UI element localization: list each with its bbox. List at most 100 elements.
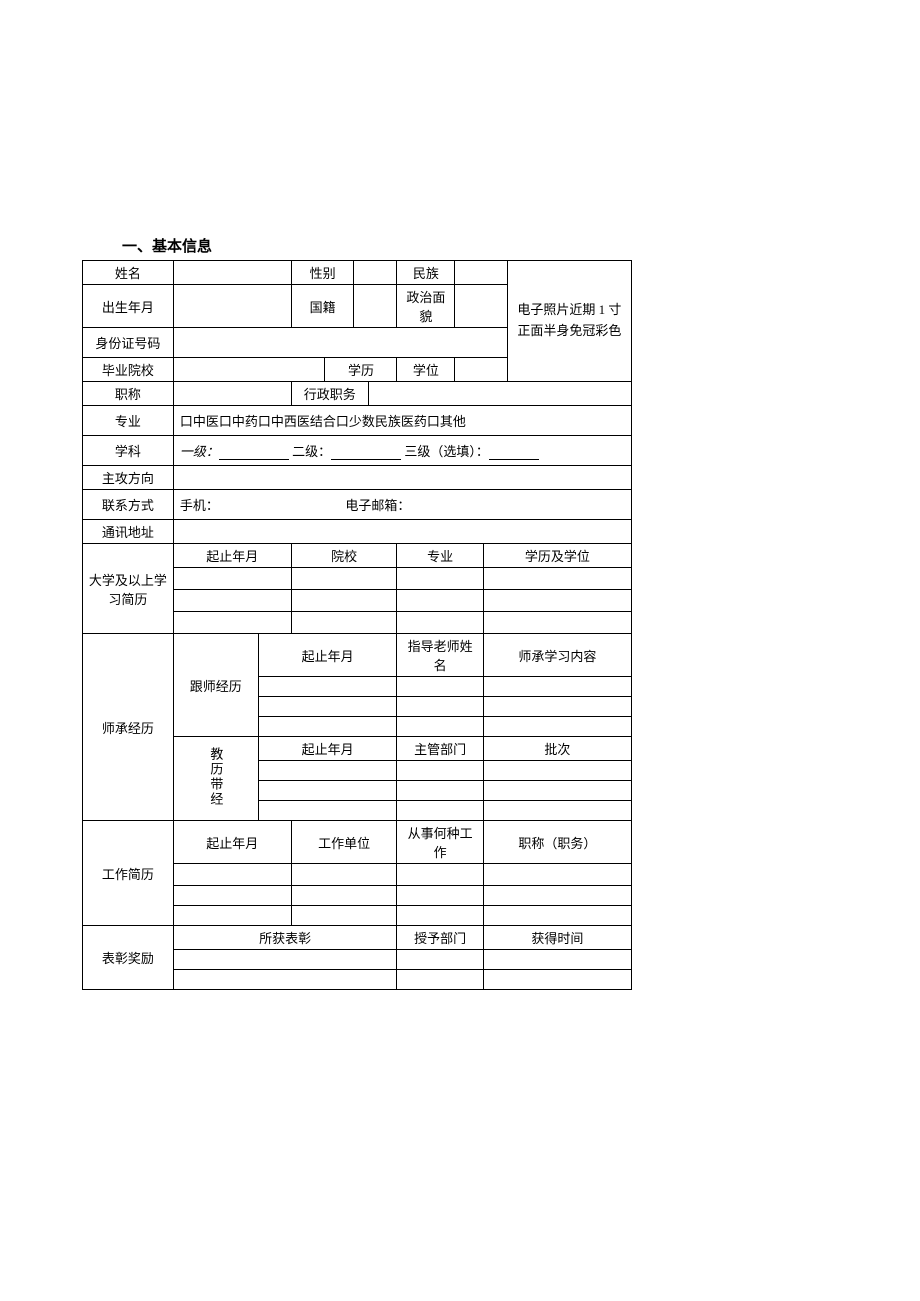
table-cell[interactable] xyxy=(397,950,483,970)
label-ethnicity: 民族 xyxy=(397,261,455,285)
work-header-period: 起止年月 xyxy=(173,821,291,864)
table-cell[interactable] xyxy=(173,568,291,590)
section-title: 一、基本信息 xyxy=(122,235,632,256)
field-degree[interactable] xyxy=(455,358,507,382)
table-cell[interactable] xyxy=(291,568,397,590)
table-cell[interactable] xyxy=(483,970,631,990)
field-political[interactable] xyxy=(455,285,507,328)
table-cell[interactable] xyxy=(258,801,397,821)
label-degree: 学位 xyxy=(397,358,455,382)
table-cell[interactable] xyxy=(173,950,397,970)
table-cell[interactable] xyxy=(483,697,631,717)
table-cell[interactable] xyxy=(258,781,397,801)
table-cell[interactable] xyxy=(397,697,483,717)
work-header-job: 从事何种工作 xyxy=(397,821,483,864)
table-cell[interactable] xyxy=(397,612,483,634)
subject-level1-label: 一级： xyxy=(180,444,219,459)
table-cell[interactable] xyxy=(173,590,291,612)
table-cell[interactable] xyxy=(258,677,397,697)
table-cell[interactable] xyxy=(483,864,631,886)
table-cell[interactable] xyxy=(258,717,397,737)
table-cell[interactable] xyxy=(173,864,291,886)
table-cell[interactable] xyxy=(397,717,483,737)
label-work-history: 工作简历 xyxy=(83,821,174,926)
table-cell[interactable] xyxy=(483,717,631,737)
table-cell[interactable] xyxy=(483,950,631,970)
field-ethnicity[interactable] xyxy=(455,261,507,285)
label-focus: 主攻方向 xyxy=(83,466,174,490)
table-cell[interactable] xyxy=(173,886,291,906)
field-subject[interactable]: 一级： 二级： 三级（选填）： xyxy=(173,436,631,466)
table-cell[interactable] xyxy=(483,886,631,906)
label-education: 学历 xyxy=(325,358,397,382)
mentor-header-period: 起止年月 xyxy=(258,634,397,677)
label-name: 姓名 xyxy=(83,261,174,285)
table-cell[interactable] xyxy=(397,970,483,990)
mentor-header-content: 师承学习内容 xyxy=(483,634,631,677)
edu-header-major: 专业 xyxy=(397,544,483,568)
label-id-number: 身份证号码 xyxy=(83,328,174,358)
field-address[interactable] xyxy=(173,520,631,544)
table-cell[interactable] xyxy=(397,886,483,906)
table-cell[interactable] xyxy=(291,590,397,612)
field-title[interactable] xyxy=(173,382,291,406)
table-cell[interactable] xyxy=(483,801,631,821)
table-cell[interactable] xyxy=(291,612,397,634)
photo-placeholder[interactable]: 电子照片近期 1 寸正面半身免冠彩色 xyxy=(507,261,631,382)
label-admin-post: 行政职务 xyxy=(291,382,368,406)
table-cell[interactable] xyxy=(483,761,631,781)
label-teach-history: 教历带经 xyxy=(173,737,258,821)
table-cell[interactable] xyxy=(397,864,483,886)
field-focus[interactable] xyxy=(173,466,631,490)
label-address: 通讯地址 xyxy=(83,520,174,544)
table-cell[interactable] xyxy=(258,761,397,781)
table-cell[interactable] xyxy=(397,801,483,821)
label-contact: 联系方式 xyxy=(83,490,174,520)
field-nationality[interactable] xyxy=(354,285,397,328)
field-id-number[interactable] xyxy=(173,328,507,358)
field-admin-post[interactable] xyxy=(368,382,631,406)
edu-header-degree: 学历及学位 xyxy=(483,544,631,568)
table-cell[interactable] xyxy=(258,697,397,717)
award-header-award: 所获表彰 xyxy=(173,926,397,950)
field-name[interactable] xyxy=(173,261,291,285)
field-grad-school[interactable] xyxy=(173,358,325,382)
field-birth[interactable] xyxy=(173,285,291,328)
subject-level2-input[interactable] xyxy=(331,446,401,460)
table-cell[interactable] xyxy=(291,886,397,906)
table-cell[interactable] xyxy=(397,906,483,926)
field-gender[interactable] xyxy=(354,261,397,285)
table-cell[interactable] xyxy=(173,612,291,634)
table-cell[interactable] xyxy=(397,781,483,801)
table-cell[interactable] xyxy=(291,906,397,926)
teach-header-period: 起止年月 xyxy=(258,737,397,761)
table-cell[interactable] xyxy=(397,590,483,612)
table-cell[interactable] xyxy=(173,970,397,990)
edu-header-period: 起止年月 xyxy=(173,544,291,568)
table-cell[interactable] xyxy=(483,906,631,926)
teach-header-batch: 批次 xyxy=(483,737,631,761)
label-major: 专业 xyxy=(83,406,174,436)
work-header-unit: 工作单位 xyxy=(291,821,397,864)
table-cell[interactable] xyxy=(483,677,631,697)
table-cell[interactable] xyxy=(483,590,631,612)
mentor-header-teacher: 指导老师姓名 xyxy=(397,634,483,677)
table-cell[interactable] xyxy=(173,906,291,926)
label-edu-history: 大学及以上学习简历 xyxy=(83,544,174,634)
label-birth: 出生年月 xyxy=(83,285,174,328)
subject-level1-input[interactable] xyxy=(219,446,289,460)
field-major-options[interactable]: 口中医口中药口中西医结合口少数民族医药口其他 xyxy=(173,406,631,436)
subject-level3-input[interactable] xyxy=(489,446,539,460)
table-cell[interactable] xyxy=(483,781,631,801)
teach-header-dept: 主管部门 xyxy=(397,737,483,761)
table-cell[interactable] xyxy=(397,568,483,590)
table-cell[interactable] xyxy=(397,677,483,697)
table-cell[interactable] xyxy=(483,612,631,634)
subject-level3-label: 三级（选填）： xyxy=(404,444,489,459)
edu-header-school: 院校 xyxy=(291,544,397,568)
table-cell[interactable] xyxy=(291,864,397,886)
field-contact[interactable]: 手机： 电子邮箱： xyxy=(173,490,631,520)
table-cell[interactable] xyxy=(397,761,483,781)
label-subject: 学科 xyxy=(83,436,174,466)
table-cell[interactable] xyxy=(483,568,631,590)
